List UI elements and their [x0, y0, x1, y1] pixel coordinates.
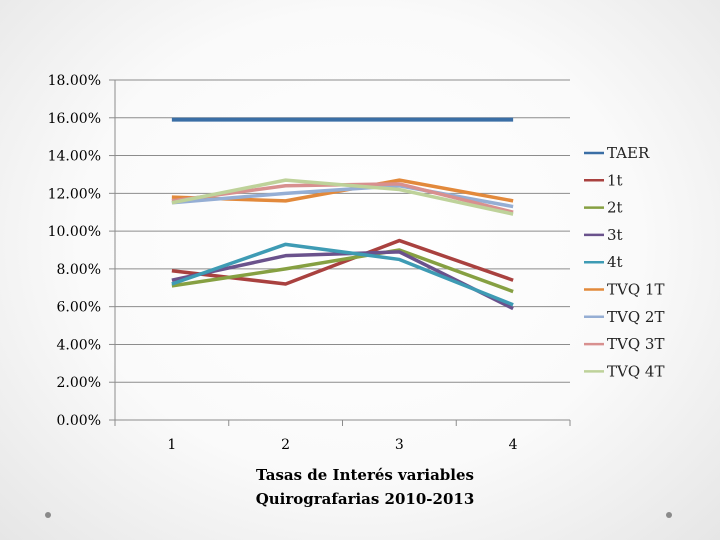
gridlines	[109, 79, 570, 421]
legend: TAER 1t 2t 3t 4t TVQ 1T TVQ 2T TVQ 3T TVQ 4T	[584, 144, 664, 380]
x-tick-label: 1	[167, 437, 176, 453]
legend-label: TVQ 1T	[607, 281, 664, 299]
y-axis-tick-labels: 0.00% 2.00% 4.00% 6.00% 8.00% 10.00% 12.00% 14.…	[48, 73, 101, 429]
x-axis-title-line-2: Quirografarias 2010-2013	[256, 490, 475, 508]
legend-label: TVQ 4T	[607, 362, 664, 380]
legend-label: TVQ 2T	[607, 308, 664, 326]
y-tick-label: 0.00%	[57, 413, 101, 429]
legend-label: 3t	[607, 226, 623, 244]
legend-label: TAER	[607, 144, 650, 162]
series-line-tvq-4t	[171, 178, 514, 216]
x-tick-label: 4	[509, 437, 518, 453]
y-tick-label: 10.00%	[48, 224, 101, 240]
legend-label: 1t	[607, 171, 623, 189]
series-line-tvq-2t	[171, 184, 514, 209]
series-line-4t	[171, 242, 514, 307]
y-tick-label: 18.00%	[48, 73, 101, 89]
series-lines	[171, 117, 514, 311]
y-tick-label: 6.00%	[57, 300, 101, 316]
y-tick-label: 4.00%	[57, 337, 101, 353]
series-line-3t	[171, 250, 514, 311]
y-tick-label: 16.00%	[48, 111, 101, 127]
x-tick-label: 2	[281, 437, 290, 453]
x-axis	[114, 80, 571, 426]
legend-label: 2t	[607, 199, 623, 217]
slide-corner-dot-right	[666, 512, 672, 518]
y-tick-label: 12.00%	[48, 186, 101, 202]
legend-label: TVQ 3T	[607, 335, 664, 353]
legend-label: 4t	[607, 253, 623, 271]
x-axis-tick-labels: 1 2 3 4	[167, 437, 517, 453]
x-tick-label: 3	[395, 437, 404, 453]
y-tick-label: 2.00%	[57, 375, 101, 391]
y-tick-label: 8.00%	[57, 262, 101, 278]
x-axis-title-line-1: Tasas de Interés variables	[256, 466, 474, 484]
series-line-2t	[171, 248, 514, 294]
y-tick-label: 14.00%	[48, 149, 101, 165]
slide-corner-dot-left	[45, 512, 51, 518]
